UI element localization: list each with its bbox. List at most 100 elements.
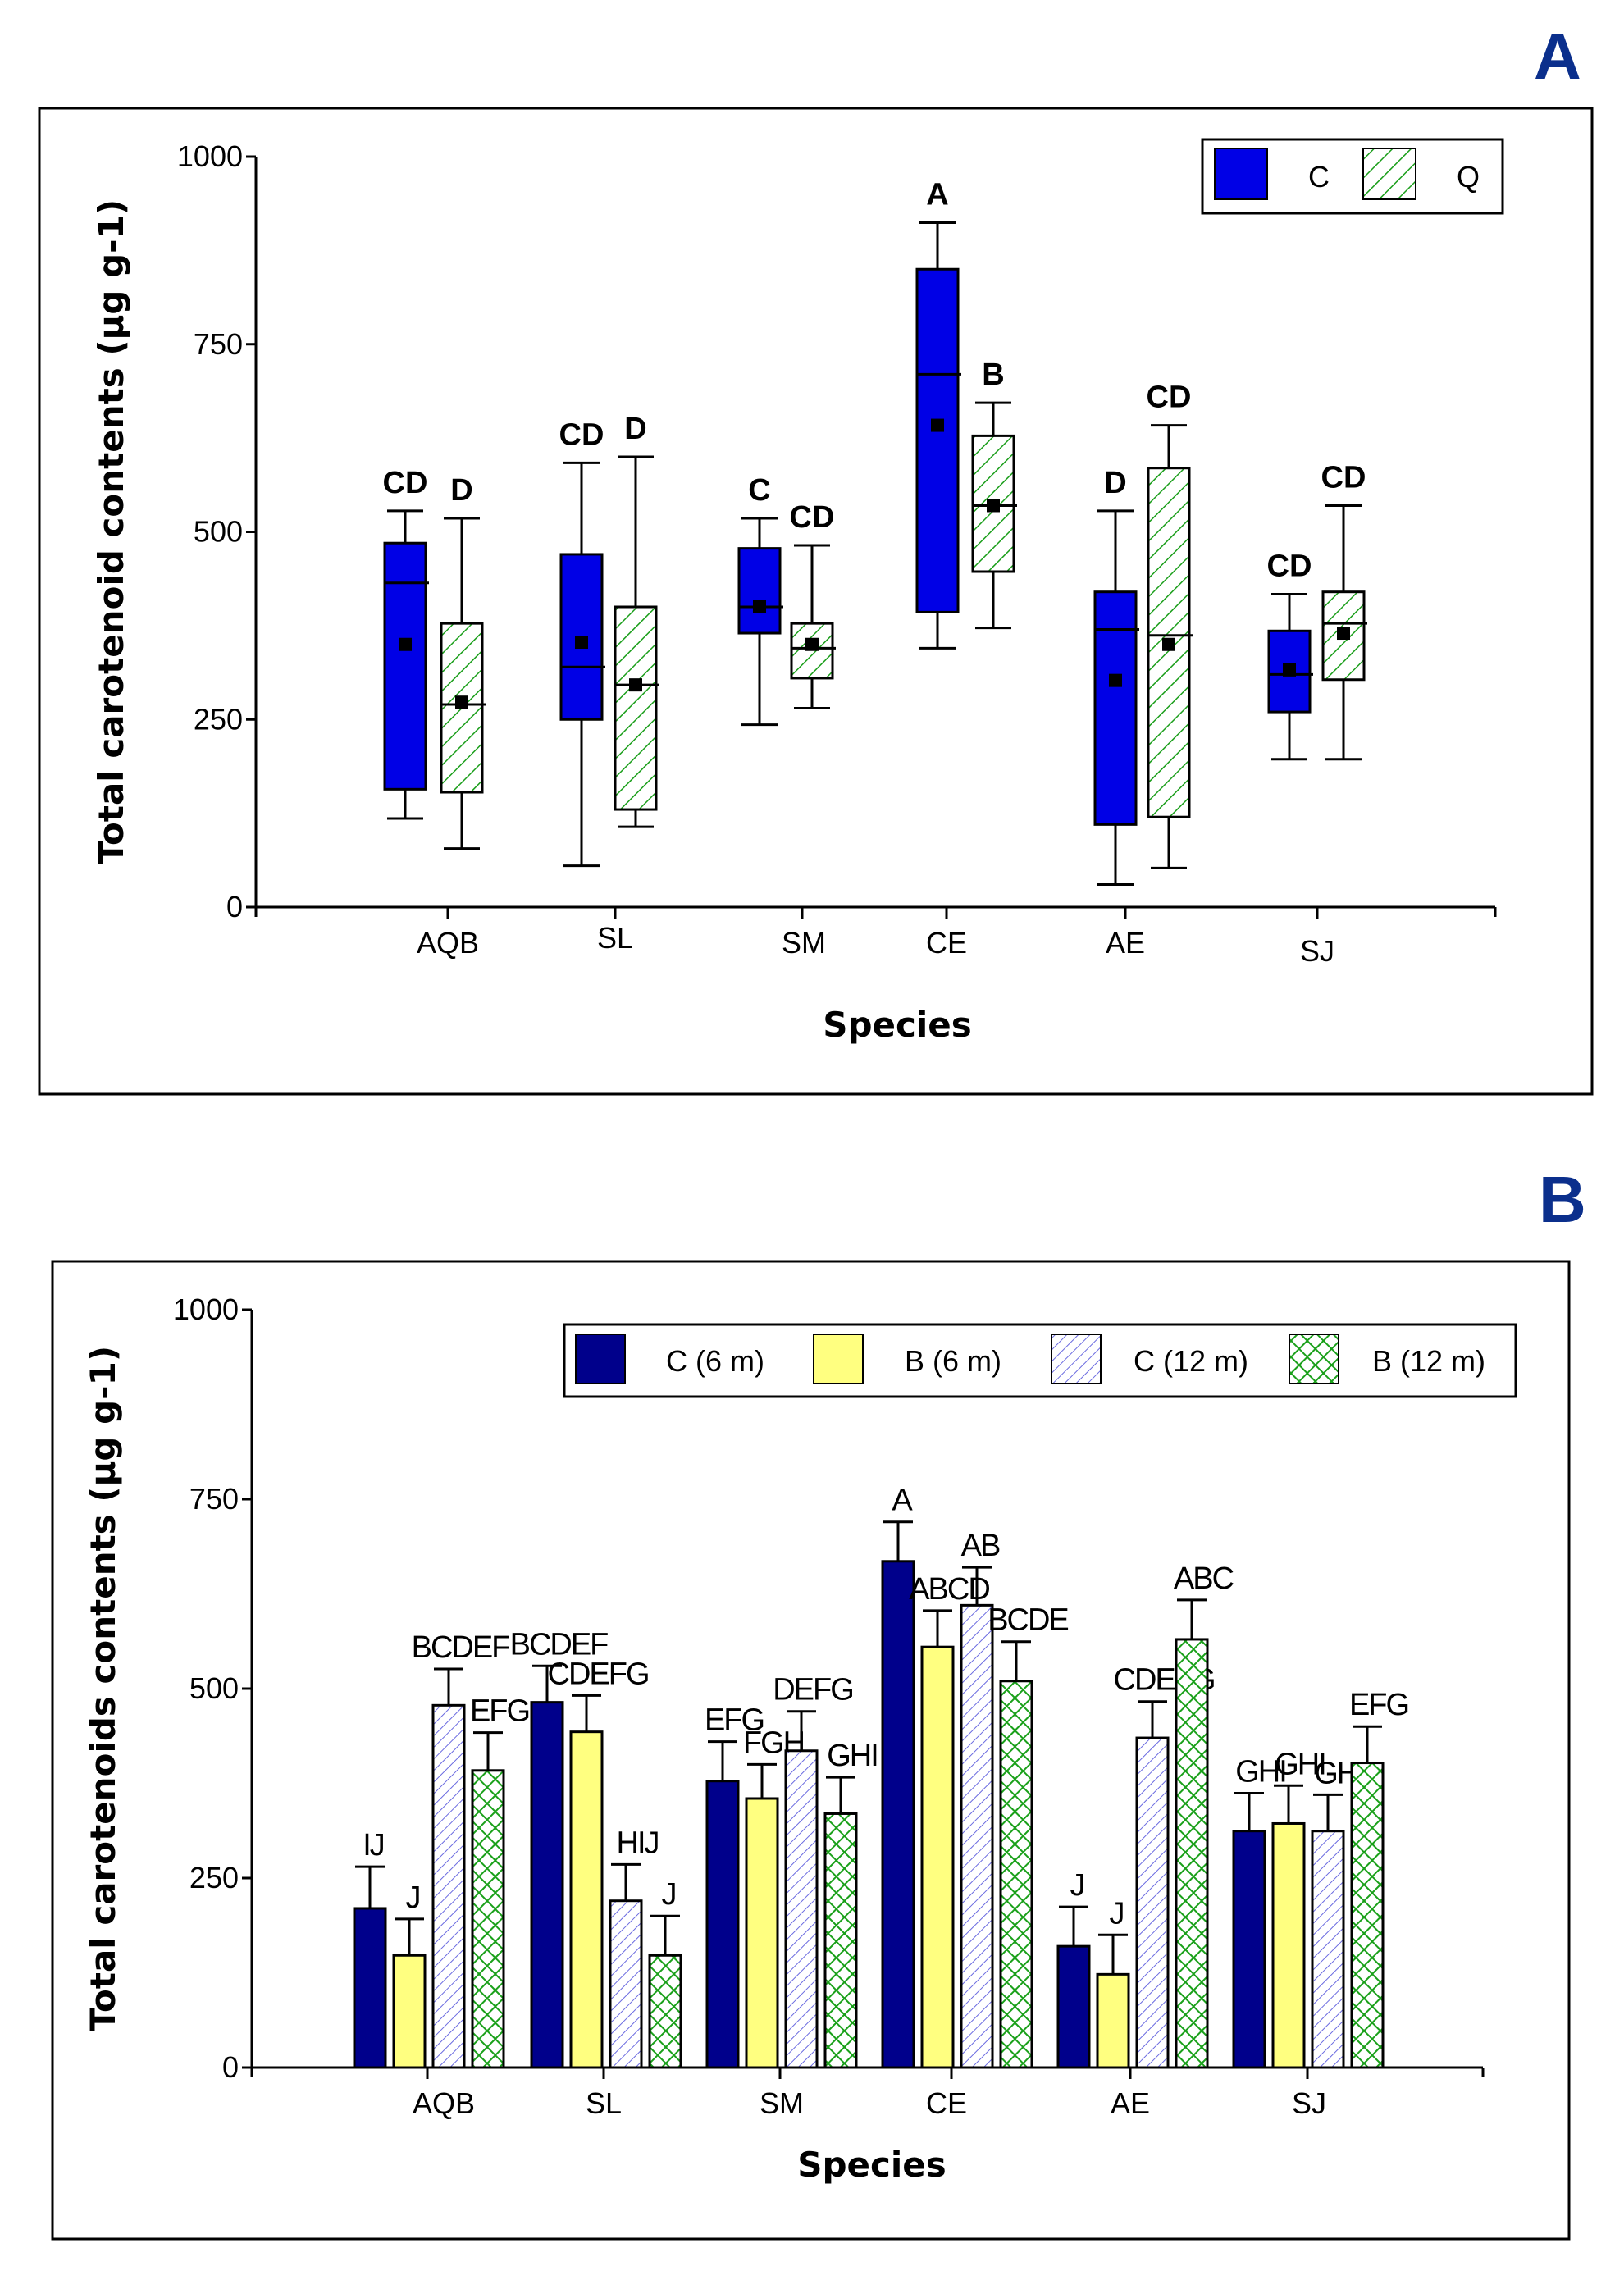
panel-a-frame [38, 107, 1594, 1096]
legend-frame [563, 1323, 1517, 1398]
legend-label-b-6m: B (6 m) [905, 1344, 1001, 1378]
bar-sl-series-4 [648, 1954, 682, 2069]
significance-letters: CD [1267, 549, 1312, 583]
bar-ce-series-2 [920, 1645, 955, 2069]
panel-b-frame [51, 1260, 1571, 2241]
significance-letters: EFG [705, 1703, 764, 1738]
significance-letters: ABC [1174, 1561, 1234, 1596]
panel-label-b: B [1539, 1163, 1586, 1236]
significance-letters: BCDE [988, 1603, 1068, 1638]
box-c-aqb: CD [383, 466, 429, 820]
significance-letters: CD [383, 466, 428, 500]
x-tick-label: CE [926, 926, 967, 960]
x-tick-label: AE [1106, 926, 1145, 960]
bar-sj-series-4 [1350, 1762, 1385, 2069]
y-tick-label: 250 [189, 1861, 239, 1894]
box-c-sl: CD [559, 417, 605, 868]
legend: C (6 m) B (6 m) C (12 m) B (12 m) [563, 1323, 1517, 1398]
significance-letters: CDEFG [548, 1657, 649, 1691]
mean-marker [575, 636, 588, 650]
significance-letters: J [1110, 1896, 1124, 1931]
legend-swatch-c-6m [575, 1334, 626, 1384]
box-q-sm: CD [790, 500, 836, 710]
box [383, 541, 427, 791]
significance-letters: CD [1321, 460, 1366, 495]
box [915, 267, 960, 613]
legend-swatch-b-6m [813, 1334, 864, 1384]
y-tick-label: 750 [189, 1482, 239, 1516]
legend-label-q: Q [1457, 160, 1480, 194]
legend-swatch-b-12m [1289, 1334, 1339, 1384]
y-tick-label: 750 [194, 327, 243, 361]
x-axis-title: Species [823, 1005, 972, 1045]
x-tick-label: SJ [1300, 934, 1334, 968]
mean-marker [805, 637, 819, 651]
box-q-ce: B [971, 358, 1017, 630]
y-axis-title: Total carotenoids contents (µg g-1) [83, 1346, 123, 2031]
x-axis-title: Species [797, 2145, 947, 2185]
significance-letters: A [926, 178, 948, 212]
x-tick-label: AQB [417, 926, 479, 960]
bar-ce-series-1 [881, 1560, 915, 2069]
significance-letters: BCDEF [510, 1627, 609, 1662]
legend-swatch-q [1362, 148, 1416, 200]
bar-aqb-series-4 [471, 1769, 505, 2069]
significance-letters: CD [790, 500, 835, 535]
significance-letters: CD [559, 417, 604, 452]
bar-aqb-series-3 [431, 1703, 466, 2069]
box [1267, 629, 1312, 714]
significance-letters: D [1104, 466, 1126, 500]
bar-ce-series-4 [999, 1680, 1033, 2069]
legend-label-c-12m: C (12 m) [1134, 1344, 1248, 1378]
bar-ae-series-3 [1135, 1736, 1170, 2069]
box-c-sj: CD [1267, 549, 1313, 761]
significance-letters: J [406, 1881, 420, 1915]
box-q-sl: D [614, 412, 659, 828]
significance-letters: A [892, 1484, 913, 1518]
bar-sl-series-2 [569, 1730, 604, 2069]
bar-sj-series-2 [1271, 1821, 1306, 2069]
box-q-sj: CD [1321, 460, 1367, 761]
mean-marker [1337, 627, 1350, 641]
bar-ae-series-1 [1056, 1944, 1091, 2069]
y-tick-label: 250 [194, 702, 243, 736]
x-tick-label: AQB [413, 2086, 475, 2120]
x-tick-label: SM [782, 926, 826, 960]
box-c-sm: C [737, 473, 783, 727]
significance-letters: EFG [470, 1694, 529, 1729]
significance-letters: GHI [827, 1739, 878, 1773]
bar-sj-series-3 [1311, 1830, 1345, 2069]
significance-letters: DEFG [773, 1673, 853, 1707]
bar-sm-series-1 [705, 1780, 740, 2069]
bar-sj-series-1 [1232, 1830, 1266, 2069]
significance-letters: GHI [1275, 1747, 1325, 1781]
significance-letters: HIJ [617, 1826, 659, 1860]
significance-letters: EFG [1349, 1688, 1408, 1722]
mean-marker [629, 678, 642, 692]
bar-sl-series-3 [609, 1899, 643, 2069]
significance-letters: J [662, 1877, 676, 1912]
y-tick-label: 1000 [177, 139, 243, 173]
legend-swatch-c [1214, 148, 1268, 200]
box-c-ae: D [1093, 466, 1139, 887]
bar-ae-series-4 [1175, 1638, 1209, 2069]
mean-marker [1162, 637, 1175, 651]
y-tick-label: 1000 [173, 1293, 239, 1326]
x-tick-label: SJ [1292, 2086, 1326, 2120]
legend-label-c: C [1308, 160, 1330, 194]
mean-marker [1283, 663, 1296, 677]
bar-aqb-series-2 [392, 1954, 427, 2069]
bar-sm-series-4 [823, 1812, 858, 2069]
x-tick-label: SL [597, 921, 633, 955]
mean-marker [931, 418, 944, 432]
y-tick-label: 500 [189, 1671, 239, 1705]
x-tick-label: SM [760, 2086, 804, 2120]
legend-label-c-6m: C (6 m) [666, 1344, 764, 1378]
box-q-aqb: D [440, 473, 486, 850]
chart-b: 0 250 500 750 1000 AQB SL SM CE AE SJ Species Total … [83, 1293, 1517, 2185]
bar-sl-series-1 [530, 1701, 564, 2069]
box [737, 547, 782, 635]
x-tick-label: SL [586, 2086, 622, 2120]
box-q-ae: CD [1147, 381, 1193, 869]
